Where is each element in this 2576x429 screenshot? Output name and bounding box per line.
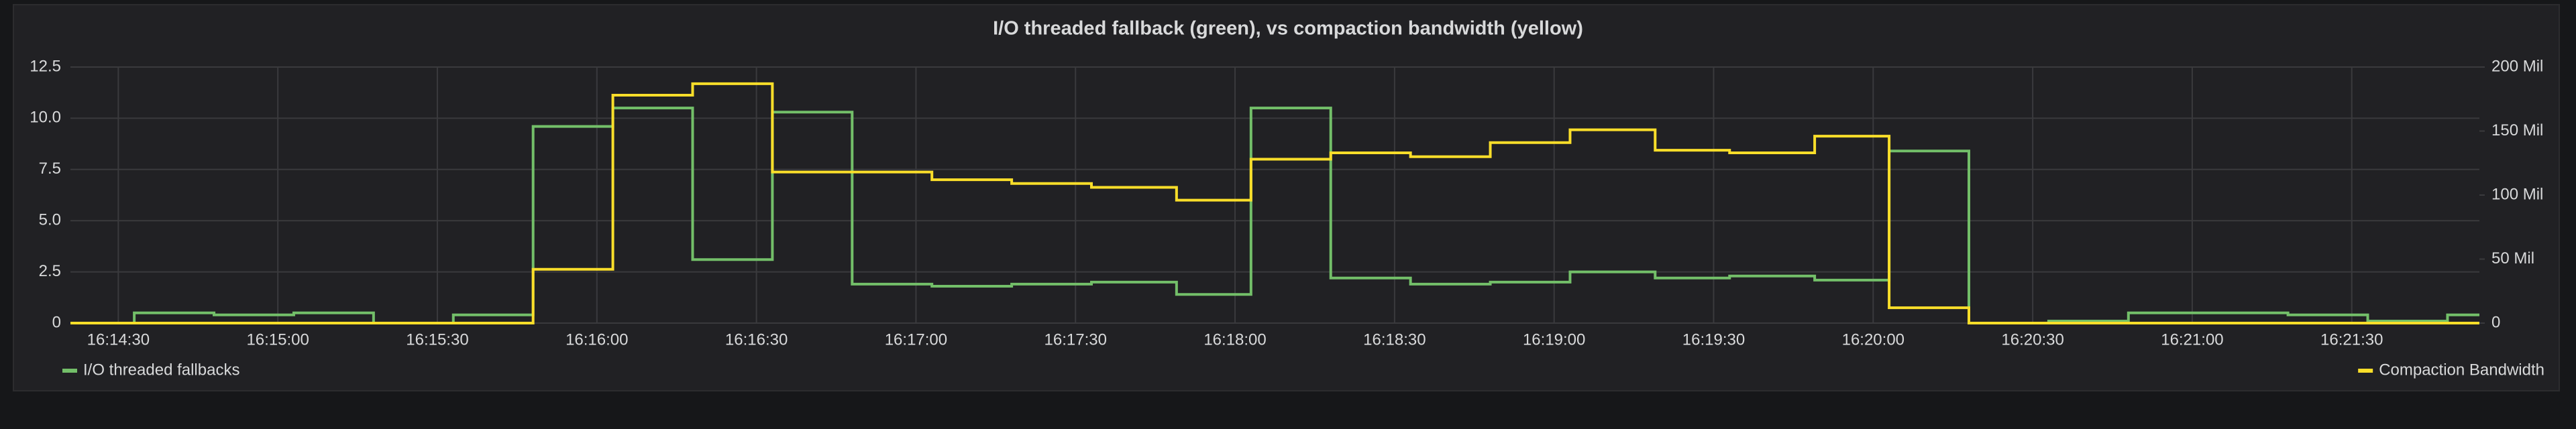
legend-label: Compaction Bandwidth xyxy=(2379,361,2544,379)
y-tick-label: 2.5 xyxy=(39,262,61,280)
y2-tick-label: 0 xyxy=(2491,313,2500,331)
x-tick-label: 16:19:00 xyxy=(1523,330,1585,349)
x-tick-label: 16:17:00 xyxy=(885,330,947,349)
y2-tick-label: 50 Mil xyxy=(2491,249,2534,267)
legend-label: I/O threaded fallbacks xyxy=(83,361,239,379)
y-tick-label: 5.0 xyxy=(39,211,61,229)
x-tick-label: 16:16:00 xyxy=(566,330,628,349)
legend-swatch xyxy=(62,369,77,373)
series-line xyxy=(70,82,2479,324)
y2-tick-label: 150 Mil xyxy=(2491,121,2543,139)
x-tick-label: 16:21:00 xyxy=(2161,330,2223,349)
x-tick-label: 16:21:30 xyxy=(2320,330,2383,349)
y-tick-label: 12.5 xyxy=(30,57,61,75)
chart-title: I/O threaded fallback (green), vs compac… xyxy=(993,18,1583,40)
x-tick-label: 16:16:30 xyxy=(725,330,788,349)
x-tick-label: 16:17:30 xyxy=(1044,330,1107,349)
y-tick-label: 7.5 xyxy=(39,160,61,178)
y2-tick-label: 200 Mil xyxy=(2491,57,2543,75)
x-tick-label: 16:19:30 xyxy=(1682,330,1745,349)
x-tick-label: 16:20:00 xyxy=(1842,330,1904,349)
x-tick-label: 16:15:00 xyxy=(246,330,309,349)
y-tick-label: 0 xyxy=(52,313,61,331)
y-tick-label: 10.0 xyxy=(30,109,61,127)
x-tick-label: 16:18:00 xyxy=(1203,330,1266,349)
x-tick-label: 16:20:30 xyxy=(2001,330,2063,349)
y2-tick-label: 100 Mil xyxy=(2491,185,2543,203)
x-tick-label: 16:15:30 xyxy=(406,330,468,349)
legend-swatch xyxy=(2358,369,2373,373)
x-tick-label: 16:18:30 xyxy=(1363,330,1426,349)
x-tick-label: 16:14:30 xyxy=(87,330,150,349)
